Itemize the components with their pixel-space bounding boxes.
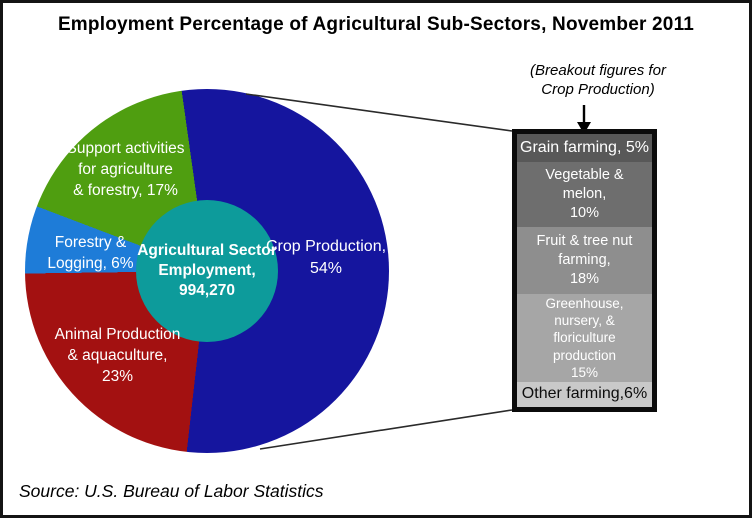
bar-segment-fruit-tree-nut: Fruit & tree nut farming, 18% <box>517 227 652 294</box>
donut-center-label: Agricultural Sector Employment, 994,270 <box>136 200 278 342</box>
breakout-stacked-bar: Grain farming, 5% Vegetable & melon, 10%… <box>512 129 657 412</box>
bar-segment-greenhouse-nursery: Greenhouse, nursery, & floriculture prod… <box>517 294 652 382</box>
chart-title: Employment Percentage of Agricultural Su… <box>57 14 695 35</box>
slice-label-support-activities: Support activities for agriculture & for… <box>66 140 185 199</box>
slice-label-forestry-logging: Forestry & Logging, 6% <box>47 234 134 272</box>
slice-label-animal-production: Animal Production & aquaculture, 23% <box>54 326 181 385</box>
breakout-note: (Breakout figures for Crop Production) <box>530 62 666 98</box>
bar-segment-vegetable-melon: Vegetable & melon, 10% <box>517 162 652 227</box>
bar-segment-grain-farming: Grain farming, 5% <box>517 134 652 162</box>
slice-label-crop-production: Crop Production, 54% <box>265 238 387 277</box>
source-caption: Source: U.S. Bureau of Labor Statistics <box>19 481 324 501</box>
bar-segment-other-farming: Other farming,6% <box>517 382 652 407</box>
